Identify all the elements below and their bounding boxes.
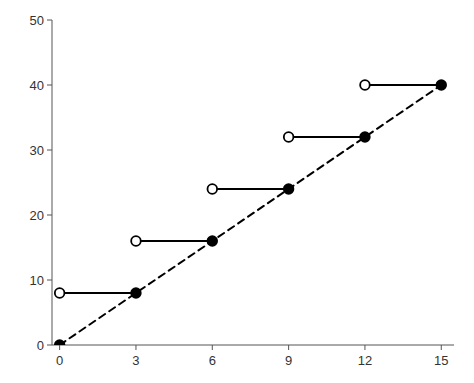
open-dot: [284, 132, 294, 142]
plot-area: [55, 80, 446, 345]
step-segment: [212, 188, 288, 190]
filled-dot: [284, 184, 294, 194]
step-segment: [289, 136, 365, 138]
y-tick-label: 0: [37, 338, 44, 353]
open-dot: [360, 80, 370, 90]
y-tick: [47, 215, 52, 216]
y-tick: [47, 345, 52, 346]
step-segment: [60, 292, 136, 294]
x-tick: [288, 345, 289, 350]
filled-dot: [207, 236, 217, 246]
filled-dot: [131, 288, 141, 298]
axes: 0 3 6 9 12 15 0 10 20 30 40 50: [30, 13, 454, 369]
x-tick: [364, 345, 365, 350]
y-tick-label: 10: [30, 273, 44, 288]
filled-dot: [436, 80, 446, 90]
y-tick-label: 40: [30, 78, 44, 93]
x-tick-label: 15: [434, 353, 448, 368]
y-tick-label: 20: [30, 208, 44, 223]
x-tick: [135, 345, 136, 350]
x-tick-label: 9: [285, 353, 292, 368]
x-tick-label: 6: [209, 353, 216, 368]
open-dot: [55, 288, 65, 298]
open-dot: [207, 184, 217, 194]
y-tick: [47, 85, 52, 86]
chart-container: 0 3 6 9 12 15 0 10 20 30 40 50: [0, 0, 474, 383]
y-tick-label: 50: [30, 13, 44, 28]
x-tick-label: 0: [56, 353, 63, 368]
x-tick-label: 3: [132, 353, 139, 368]
y-tick: [47, 20, 52, 21]
chart: 0 3 6 9 12 15 0 10 20 30 40 50: [0, 0, 474, 383]
y-tick: [47, 280, 52, 281]
filled-dot: [55, 340, 65, 345]
x-axis-line: [52, 345, 454, 346]
y-axis-line: [52, 20, 53, 345]
x-tick: [212, 345, 213, 350]
filled-dot: [360, 132, 370, 142]
x-tick-label: 12: [358, 353, 372, 368]
step-segment: [365, 84, 441, 86]
x-tick: [441, 345, 442, 350]
dashed-line: [60, 85, 442, 345]
open-dot: [131, 236, 141, 246]
y-tick-label: 30: [30, 143, 44, 158]
x-tick: [59, 345, 60, 350]
step-segment: [136, 240, 212, 242]
y-tick: [47, 150, 52, 151]
